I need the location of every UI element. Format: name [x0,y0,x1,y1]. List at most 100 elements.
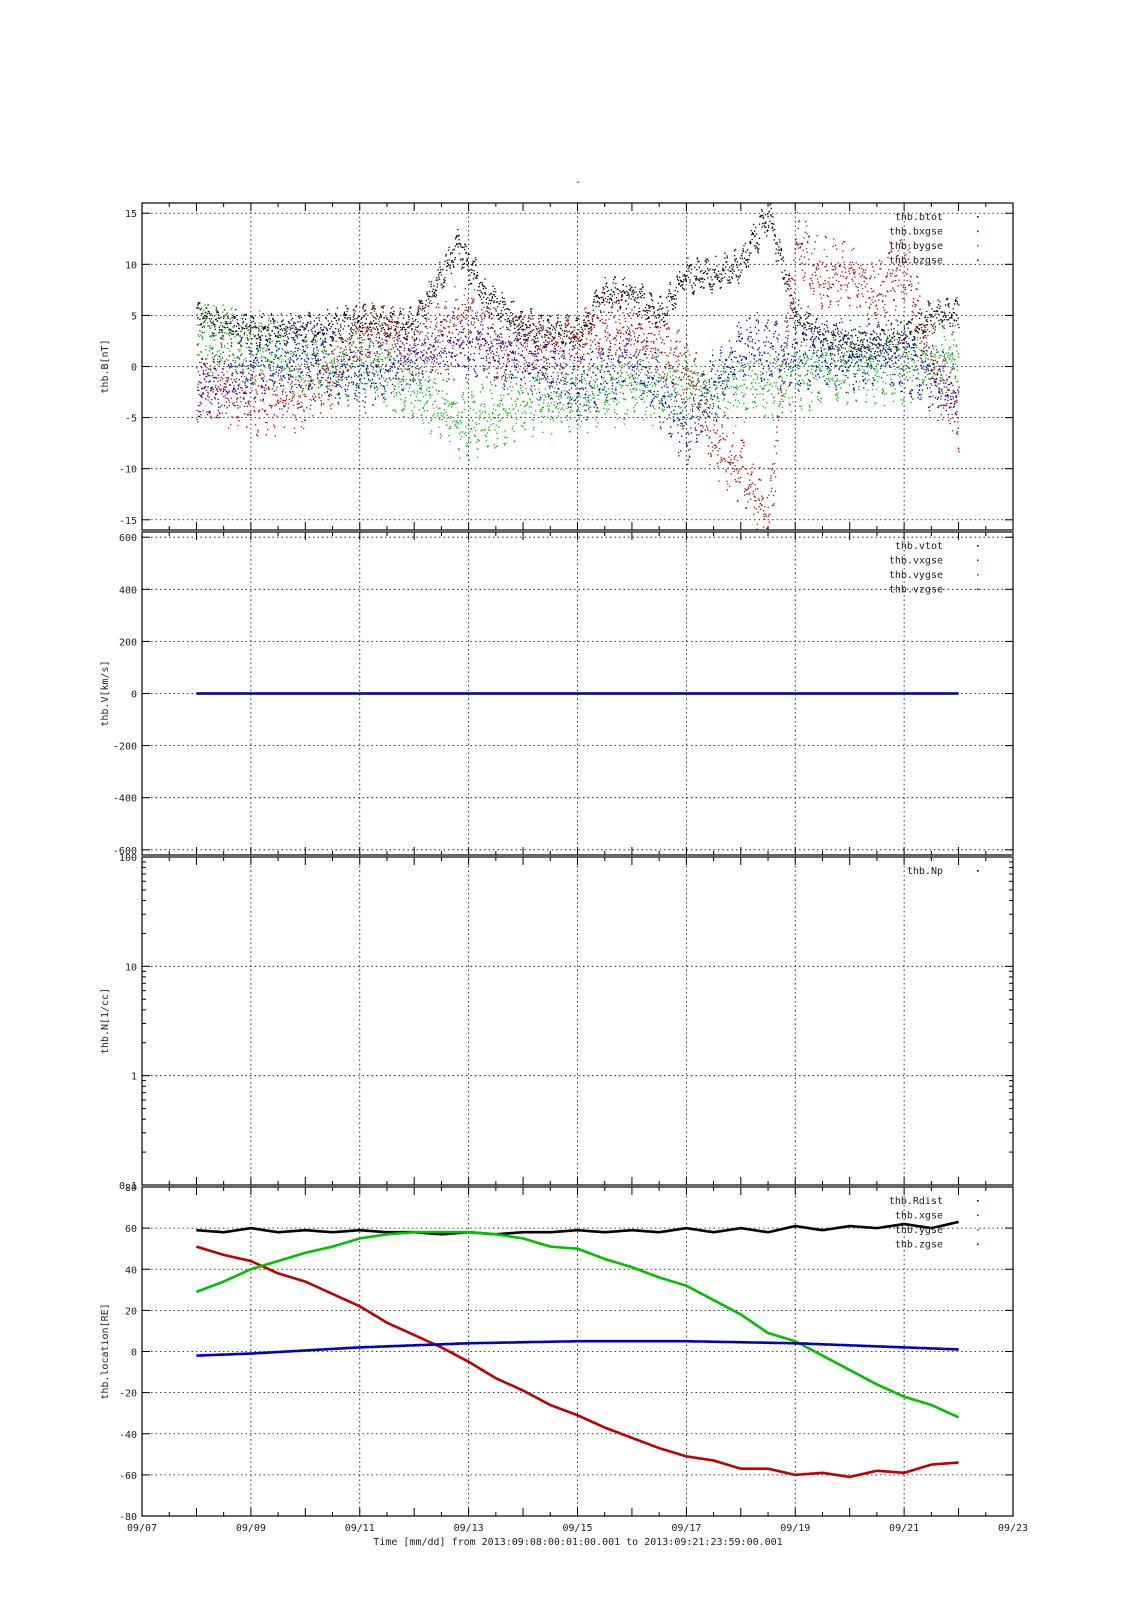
data-point [434,328,436,330]
data-point [266,328,268,331]
data-point [466,264,469,266]
data-point [671,304,673,306]
data-point [381,338,383,340]
data-point [746,258,748,261]
data-point [859,306,861,308]
data-point [439,341,441,344]
data-point [566,314,569,316]
data-point [646,312,648,314]
data-point [597,342,599,344]
data-point [269,338,272,340]
data-point [812,293,814,295]
data-point [670,292,672,295]
data-point [881,281,883,283]
data-point [543,341,545,343]
data-point [216,320,218,322]
data-point [941,320,943,322]
data-point [526,367,528,369]
data-point [438,276,440,278]
data-point [594,292,596,294]
data-point [684,275,686,278]
data-point [427,312,429,314]
data-point [337,360,340,362]
data-point [801,325,803,327]
data-point [541,314,543,316]
data-point [587,325,589,327]
data-point [260,322,262,324]
data-point [452,315,454,317]
data-point [691,285,693,287]
data-point [808,258,810,261]
data-point [421,300,423,302]
data-point [258,322,260,324]
data-point [414,339,416,341]
data-point [392,347,394,349]
data-point [697,372,699,374]
data-point [948,407,951,409]
data-point [331,337,333,339]
data-point [944,304,947,306]
data-point [253,317,255,320]
data-point [499,333,501,335]
data-point [696,407,699,409]
data-point [452,347,454,349]
data-point [649,321,651,323]
data-point [400,326,402,329]
data-point [495,291,497,293]
data-point [632,289,635,291]
data-point [312,398,314,400]
data-point [908,320,910,322]
data-point [732,263,734,266]
data-point [905,254,907,256]
data-point [524,339,526,341]
data-point [575,340,577,342]
data-point [439,329,441,331]
data-point [223,309,226,311]
data-point [911,318,914,320]
data-point [561,372,563,374]
data-point [647,332,650,335]
data-point [812,340,814,343]
data-point [443,349,445,352]
data-point [242,322,244,324]
data-point [770,207,772,210]
data-point [664,313,667,316]
data-point [520,311,522,313]
data-point [731,277,733,280]
data-point [749,242,751,244]
data-point [789,294,791,296]
data-point [641,341,643,344]
data-point [814,326,817,328]
data-point [896,349,898,352]
data-point [610,293,612,295]
data-point [669,283,671,285]
data-point [859,340,862,342]
data-point [218,386,220,388]
data-point [208,411,210,413]
data-point [377,332,379,334]
data-point [840,288,842,290]
data-point [704,392,706,394]
data-point [917,312,919,314]
data-point [745,489,747,491]
data-point [288,322,290,324]
data-point [926,354,929,356]
data-point [632,290,634,292]
data-point [713,419,715,421]
data-point [563,332,565,335]
data-point [513,332,515,334]
data-point [214,324,216,326]
data-point [215,307,217,309]
data-point [795,311,797,313]
data-point [615,302,617,304]
data-point [697,378,699,380]
data-point [319,372,321,375]
data-point [201,388,203,390]
data-point [790,277,792,280]
data-point [582,319,584,322]
data-point [381,305,384,308]
data-point [264,327,266,329]
data-point [432,294,434,296]
data-point [698,279,700,281]
data-point [931,370,933,372]
